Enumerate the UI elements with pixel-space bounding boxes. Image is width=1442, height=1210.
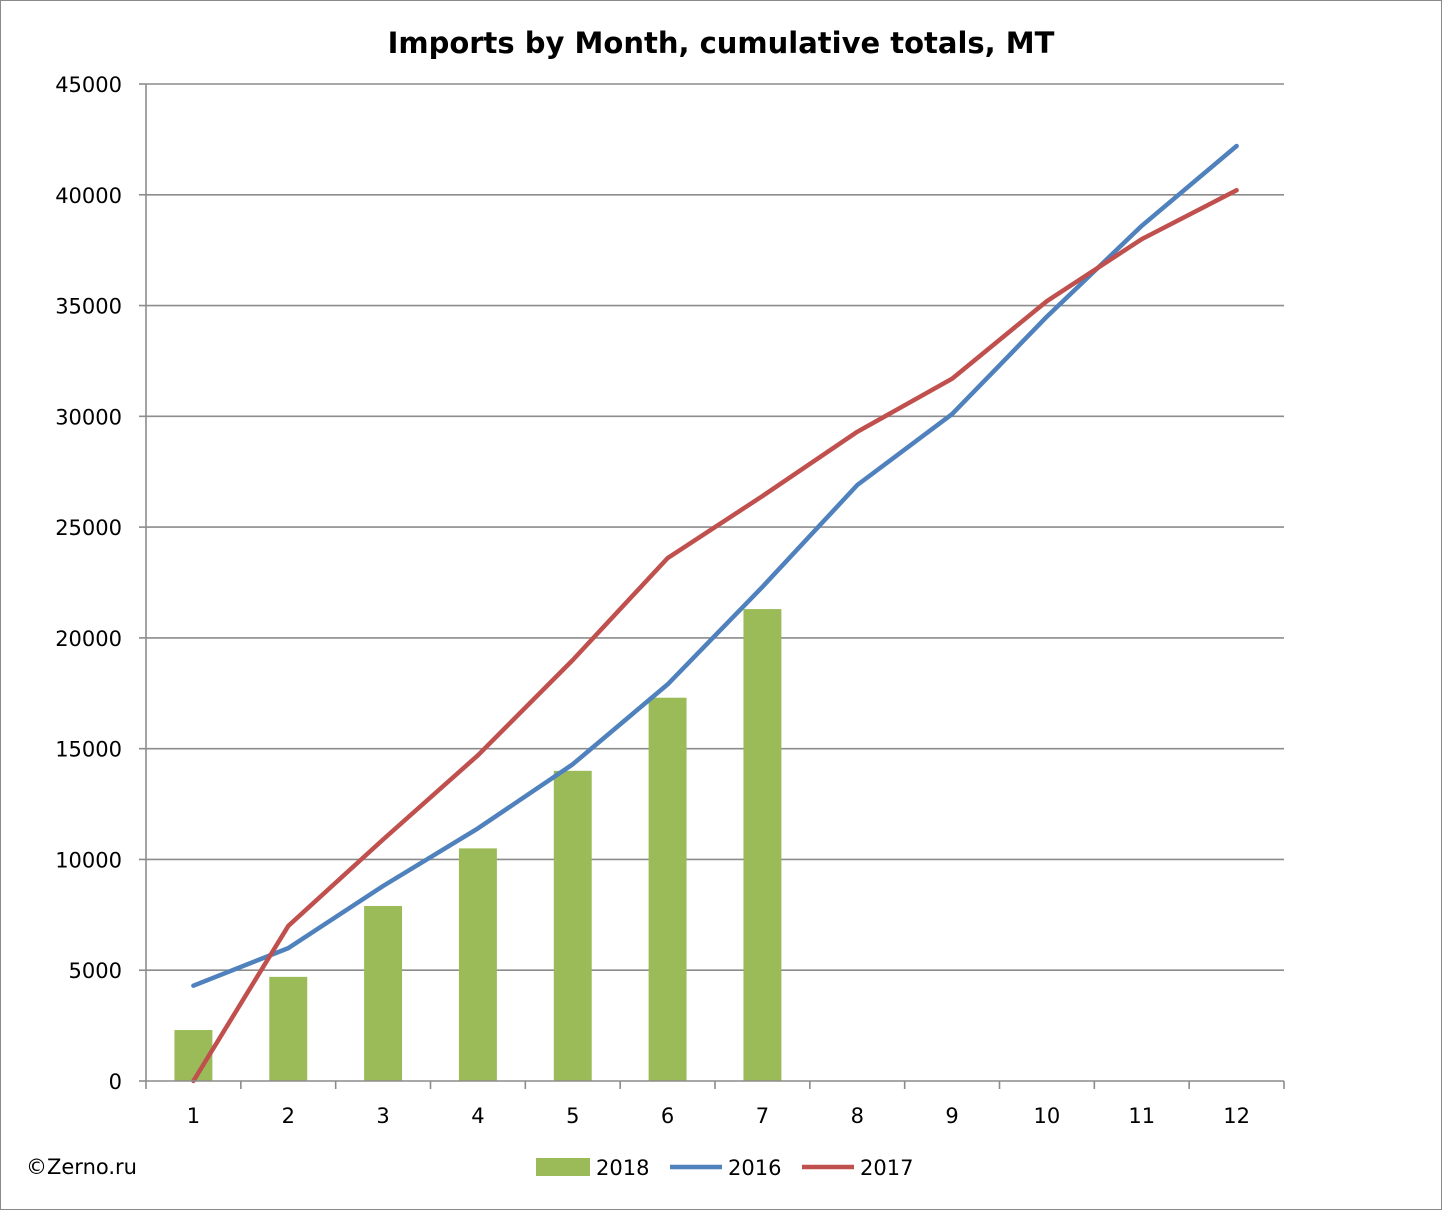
x-tick-label-8: 8 [851,1104,864,1128]
bars-2018 [174,609,782,1081]
line-series-2016 [191,143,1239,988]
lines [191,143,1239,1084]
bar-2018-5 [553,770,592,1081]
chart-title: Imports by Month, cumulative totals, MT [387,26,1055,60]
x-tick-label-9: 9 [945,1104,958,1128]
x-tick-label-5: 5 [566,1104,579,1128]
x-tick-label-6: 6 [661,1104,674,1128]
legend-item-2016: 2016 [670,1156,781,1180]
legend-label-2017: 2017 [860,1156,913,1180]
bar-2018-6 [648,697,687,1081]
legend-label-2016: 2016 [728,1156,781,1180]
legend-item-2017: 2017 [802,1156,913,1180]
bar-2018-4 [458,848,497,1081]
x-tick-label-11: 11 [1128,1104,1155,1128]
y-tick-label-20000: 20000 [55,627,122,651]
y-tick-label-40000: 40000 [55,184,122,208]
legend: 2018 2016 2017 [536,1156,913,1180]
watermark-text: ©Zerno.ru [26,1155,137,1179]
y-tick-label-35000: 35000 [55,295,122,319]
legend-label-2018: 2018 [596,1156,649,1180]
x-tick-label-10: 10 [1034,1104,1061,1128]
y-tick-label-15000: 15000 [55,738,122,762]
bar-2018-3 [364,905,403,1081]
x-tick-label-1: 1 [187,1104,200,1128]
legend-item-2018: 2018 [536,1156,649,1180]
x-tick-label-3: 3 [376,1104,389,1128]
y-tick-label-10000: 10000 [55,848,122,872]
gridlines [146,83,1284,972]
line-series-2017 [191,188,1239,1084]
bar-2018-1 [174,1030,213,1081]
x-tick-label-12: 12 [1223,1104,1250,1128]
y-tick-label-0: 0 [109,1070,122,1094]
legend-swatch-2018 [536,1158,590,1176]
y-tick-label-45000: 45000 [55,73,122,97]
y-tick-label-25000: 25000 [55,516,122,540]
bar-2018-7 [743,609,782,1081]
x-tick-label-2: 2 [282,1104,295,1128]
axes: 0 5000 10000 15000 20000 25000 30000 35000 40000… [55,73,1285,1128]
x-tick-label-4: 4 [471,1104,484,1128]
y-tick-label-30000: 30000 [55,405,122,429]
x-tick-label-7: 7 [756,1104,769,1128]
y-tick-label-5000: 5000 [69,959,122,983]
bar-2018-2 [269,976,308,1081]
